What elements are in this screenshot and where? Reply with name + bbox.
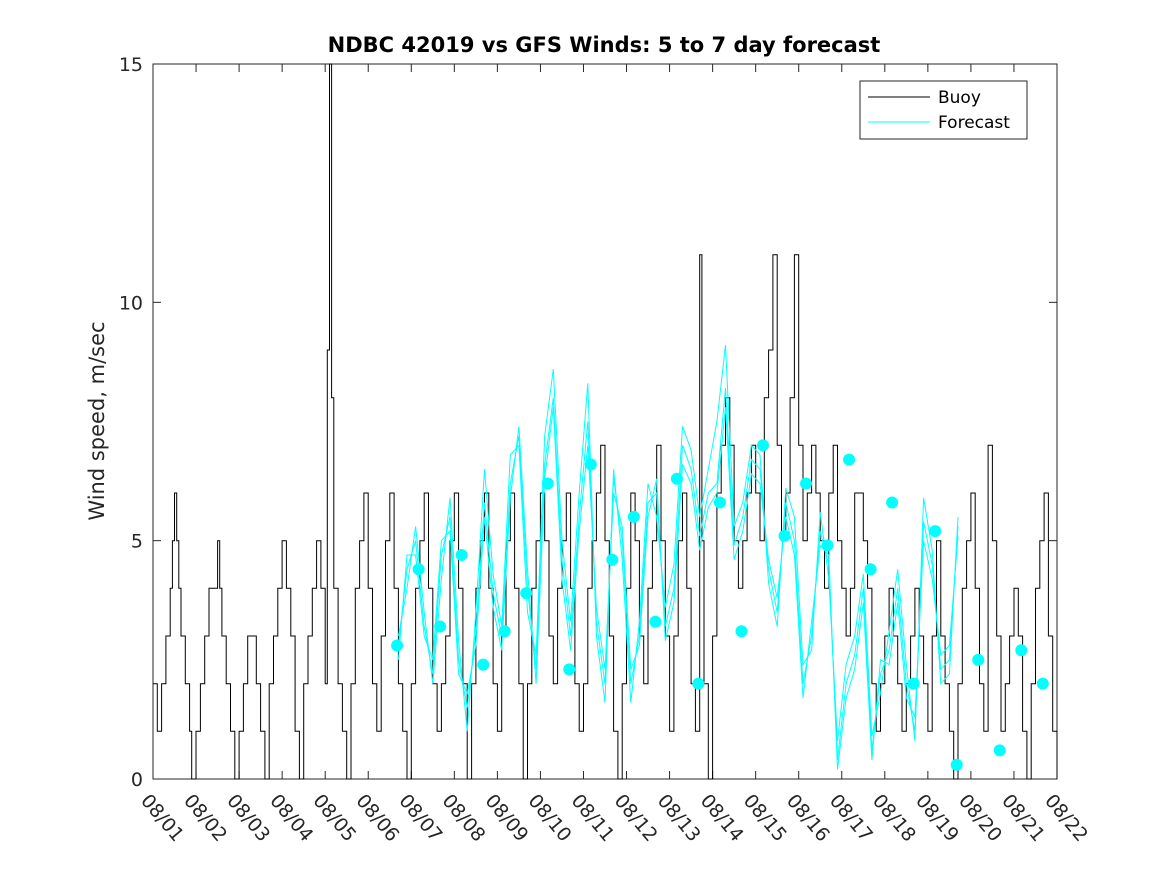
forecast-marker (434, 620, 447, 633)
forecast-marker (735, 625, 748, 638)
forecast-marker (649, 615, 662, 628)
x-tick-label: 08/22 (1040, 790, 1092, 846)
y-tick-label: 5 (131, 531, 143, 553)
plot-area (152, 63, 1058, 780)
x-tick-label: 08/06 (351, 790, 403, 846)
forecast-marker (670, 472, 683, 485)
forecast-marker (477, 658, 490, 671)
forecast-line (397, 388, 959, 760)
forecast-marker (907, 677, 920, 690)
forecast-marker (864, 563, 877, 576)
x-tick-label: 08/03 (222, 790, 274, 846)
x-tick-label: 08/20 (954, 790, 1006, 846)
forecast-marker (563, 663, 576, 676)
forecast-marker (1015, 644, 1028, 657)
forecast-marker (627, 510, 640, 523)
x-tick-label: 08/11 (567, 790, 619, 846)
x-tick-label: 08/08 (438, 790, 490, 846)
x-tick-label: 08/19 (911, 790, 963, 846)
x-tick-label: 08/07 (394, 790, 446, 846)
x-tick-label: 08/04 (265, 790, 317, 846)
x-tick-labels: 08/0108/0208/0308/0408/0508/0608/0708/08… (136, 790, 1092, 846)
x-tick-label: 08/18 (868, 790, 920, 846)
x-tick-label: 08/01 (136, 790, 188, 846)
forecast-marker (606, 553, 619, 566)
forecast-marker (778, 529, 791, 542)
y-tick-label: 10 (119, 292, 143, 314)
forecast-marker (821, 539, 834, 552)
forecast-marker (520, 587, 533, 600)
x-tick-label: 08/13 (653, 790, 705, 846)
legend-buoy-label: Buoy (938, 88, 981, 108)
chart-title: NDBC 42019 vs GFS Winds: 5 to 7 day fore… (328, 33, 881, 57)
legend-forecast-label: Forecast (938, 113, 1010, 133)
x-tick-label: 08/09 (481, 790, 533, 846)
forecast-marker (584, 458, 597, 471)
forecast-marker (412, 563, 425, 576)
buoy-line (153, 63, 1058, 780)
buoy-series (153, 63, 1058, 780)
forecast-markers (391, 439, 1049, 771)
x-tick-label: 08/14 (696, 790, 748, 846)
forecast-line (397, 407, 959, 770)
forecast-marker (843, 453, 856, 466)
forecast-marker (756, 439, 769, 452)
forecast-marker (800, 477, 813, 490)
forecast-marker (972, 653, 985, 666)
y-tick-label: 0 (131, 769, 143, 791)
x-tick-label: 08/17 (825, 790, 877, 846)
forecast-marker (886, 496, 899, 509)
forecast-marker (993, 744, 1006, 757)
y-axis-label: Wind speed, m/sec (85, 321, 109, 520)
forecast-marker (391, 639, 404, 652)
x-tick-label: 08/12 (610, 790, 662, 846)
forecast-marker (455, 548, 468, 561)
forecast-marker (929, 525, 942, 538)
forecast-line (397, 345, 959, 741)
y-tick-label: 15 (119, 54, 143, 76)
x-tick-label: 08/05 (308, 790, 360, 846)
x-tick-label: 08/16 (782, 790, 834, 846)
x-tick-label: 08/10 (524, 790, 576, 846)
y-tick-labels: 0 5 10 15 (119, 54, 143, 791)
x-tick-label: 08/15 (739, 790, 791, 846)
forecast-series (397, 345, 959, 770)
legend-box (859, 80, 1028, 140)
x-tick-label: 08/02 (179, 790, 231, 846)
forecast-marker (713, 496, 726, 509)
forecast-marker (950, 758, 963, 771)
x-tick-label: 08/21 (997, 790, 1049, 846)
forecast-marker (1036, 677, 1049, 690)
forecast-marker (498, 625, 511, 638)
forecast-marker (692, 677, 705, 690)
forecast-marker (541, 477, 554, 490)
legend: Buoy Forecast (859, 80, 1028, 140)
